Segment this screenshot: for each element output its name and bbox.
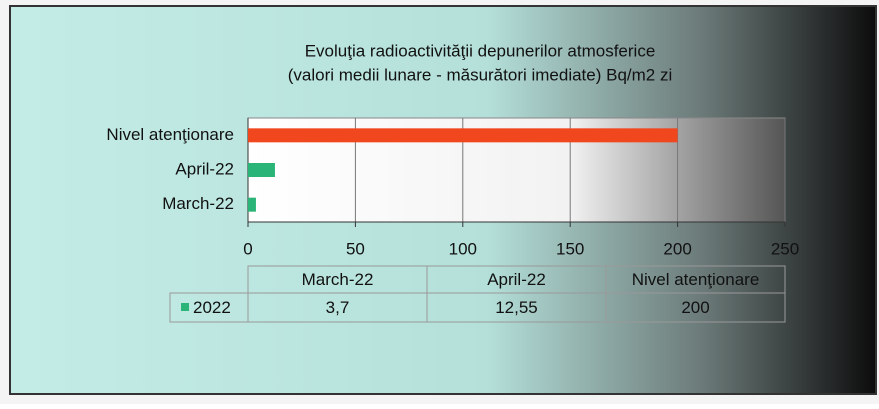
table-header: April-22 (487, 270, 546, 289)
table-value: 12,55 (495, 298, 538, 317)
x-tick-label: 250 (771, 239, 799, 258)
x-tick-label: 0 (243, 239, 252, 258)
chart-title: Evoluţia radioactivităţii depunerilor at… (305, 41, 656, 60)
table-header: Nivel atenţionare (632, 270, 760, 289)
x-tick-label: 150 (556, 239, 584, 258)
y-tick-label: March-22 (162, 194, 234, 213)
bar (248, 197, 256, 212)
legend-swatch (181, 303, 189, 311)
table-header: March-22 (302, 270, 374, 289)
x-tick-label: 200 (663, 239, 691, 258)
x-tick-label: 100 (449, 239, 477, 258)
table-value: 200 (681, 298, 709, 317)
y-tick-label: Nivel atenţionare (106, 125, 234, 144)
bar (248, 163, 275, 177)
legend-label: 2022 (193, 298, 231, 317)
bar (248, 128, 678, 143)
table-value: 3,7 (326, 298, 350, 317)
y-tick-label: April-22 (175, 159, 234, 178)
table-cell (605, 292, 786, 323)
x-tick-label: 50 (346, 239, 365, 258)
chart-title: (valori medii lunare - măsurători imedia… (288, 65, 673, 84)
